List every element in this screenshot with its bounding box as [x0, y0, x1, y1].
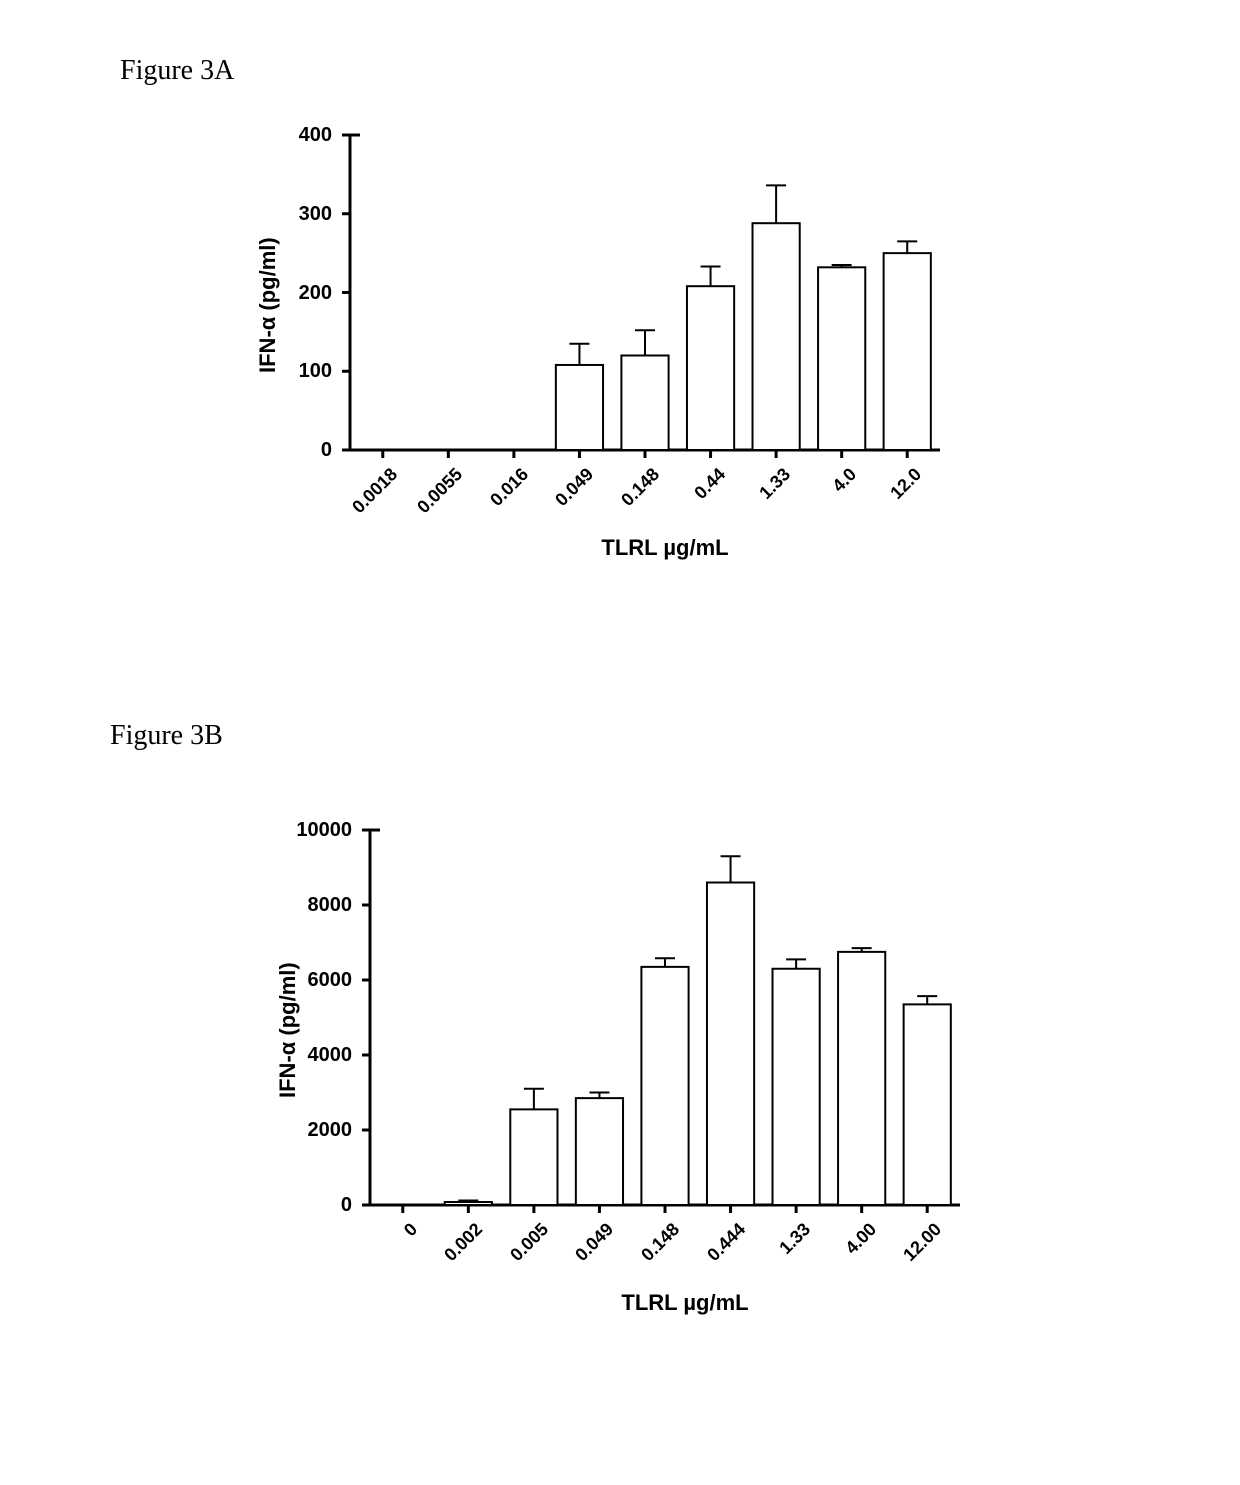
figure-b-xlabel: TLRL µg/mL: [585, 1290, 785, 1316]
figure-b-yticklabel: 10000: [272, 819, 352, 842]
figure-b-yticklabel: 0: [272, 1194, 352, 1217]
figure-b-bar: [445, 1202, 492, 1205]
figure-b-bar: [838, 952, 885, 1205]
figure-b-bar: [510, 1109, 557, 1205]
figure-b-bar: [904, 1004, 951, 1205]
figure-b-ylabel: IFN-α (pg/ml): [275, 962, 301, 1098]
figure-b-bar: [641, 967, 688, 1205]
page: Figure 3A 01002003004000.00180.00550.016…: [0, 0, 1240, 1485]
figure-b-yticklabel: 8000: [272, 894, 352, 917]
figure-b-svg: [0, 0, 1240, 1485]
figure-b-bar: [707, 883, 754, 1206]
figure-b-yticklabel: 2000: [272, 1119, 352, 1142]
figure-b-bar: [576, 1098, 623, 1205]
figure-b-bar: [773, 969, 820, 1205]
